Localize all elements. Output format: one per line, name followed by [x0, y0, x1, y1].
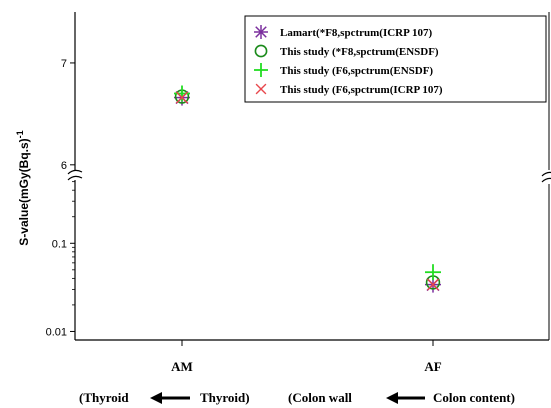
break-mark-right-1 [541, 171, 551, 177]
point-series3-AM [175, 91, 189, 104]
point-series3-AF [426, 278, 440, 291]
break-mark-right-2 [541, 177, 551, 183]
legend: Lamart(*F8,spctrum(ICRP 107) This study (… [244, 15, 547, 103]
legend-marker-2 [254, 63, 268, 77]
y-tick-upper-1-label: 7 [61, 58, 67, 70]
annotation-1-arrow-head [386, 392, 398, 404]
x-axis-ticks [181, 340, 434, 346]
annotation-0-arrow-head [150, 392, 162, 404]
legend-label-1: This study (*F8,spctrum(ENSDF) [280, 46, 439, 58]
annotation-0-part2: Thyroid) [200, 390, 250, 405]
annotation-1-part1: (Colon wall [288, 390, 352, 405]
y-axis-ticks: 6 7 0.01 0.1 [46, 58, 75, 338]
legend-marker-0 [254, 25, 268, 39]
category-label-0: AM [171, 359, 193, 374]
data-points [174, 85, 441, 293]
break-mark-left-1 [67, 169, 83, 175]
annotation-0-part1: (Thyroid [79, 390, 129, 405]
break-mark-left-2 [67, 175, 83, 181]
organ-annotations: (Thyroid Thyroid) (Colon wall Colon content… [79, 390, 515, 405]
legend-marker-3 [255, 83, 267, 95]
y-tick-lower-0-label: 0.01 [46, 326, 67, 338]
point-series2-AF [425, 264, 441, 281]
y-tick-lower-1-label: 0.1 [52, 238, 67, 250]
y-tick-upper-0-label: 6 [61, 160, 67, 172]
y-axis-label: S-value(mGy(Bq.s)-1 [15, 130, 31, 245]
legend-label-3: This study (F6,spctrum(ICRP 107) [280, 84, 443, 96]
annotation-1-part2: Colon content) [433, 390, 515, 405]
legend-box [244, 15, 547, 103]
category-label-1: AF [424, 359, 441, 374]
category-labels: AM AF [171, 359, 442, 374]
legend-marker-1 [254, 44, 268, 58]
axis-break-marks [67, 169, 551, 183]
legend-label-0: Lamart(*F8,spctrum(ICRP 107) [280, 27, 432, 39]
plot-frame [74, 12, 550, 341]
legend-label-2: This study (F6,spctrum(ENSDF) [280, 65, 433, 77]
point-series2-AM [174, 85, 190, 102]
